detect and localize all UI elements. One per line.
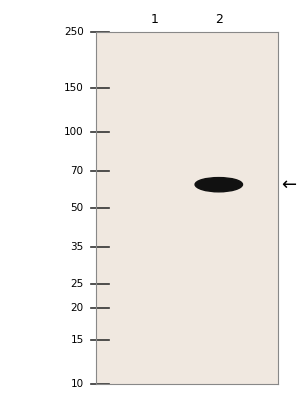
Text: 20: 20: [71, 303, 84, 313]
Text: 10: 10: [71, 379, 84, 389]
Text: 2: 2: [215, 13, 223, 26]
Text: 150: 150: [64, 83, 84, 93]
Text: 250: 250: [64, 27, 84, 37]
Text: 15: 15: [71, 335, 84, 345]
Text: 100: 100: [64, 127, 84, 137]
Text: 50: 50: [71, 203, 84, 213]
Text: 70: 70: [71, 166, 84, 176]
Text: 25: 25: [71, 279, 84, 289]
Text: 35: 35: [71, 242, 84, 252]
Text: 1: 1: [151, 13, 159, 26]
Ellipse shape: [195, 178, 242, 192]
Text: ←: ←: [281, 176, 296, 194]
